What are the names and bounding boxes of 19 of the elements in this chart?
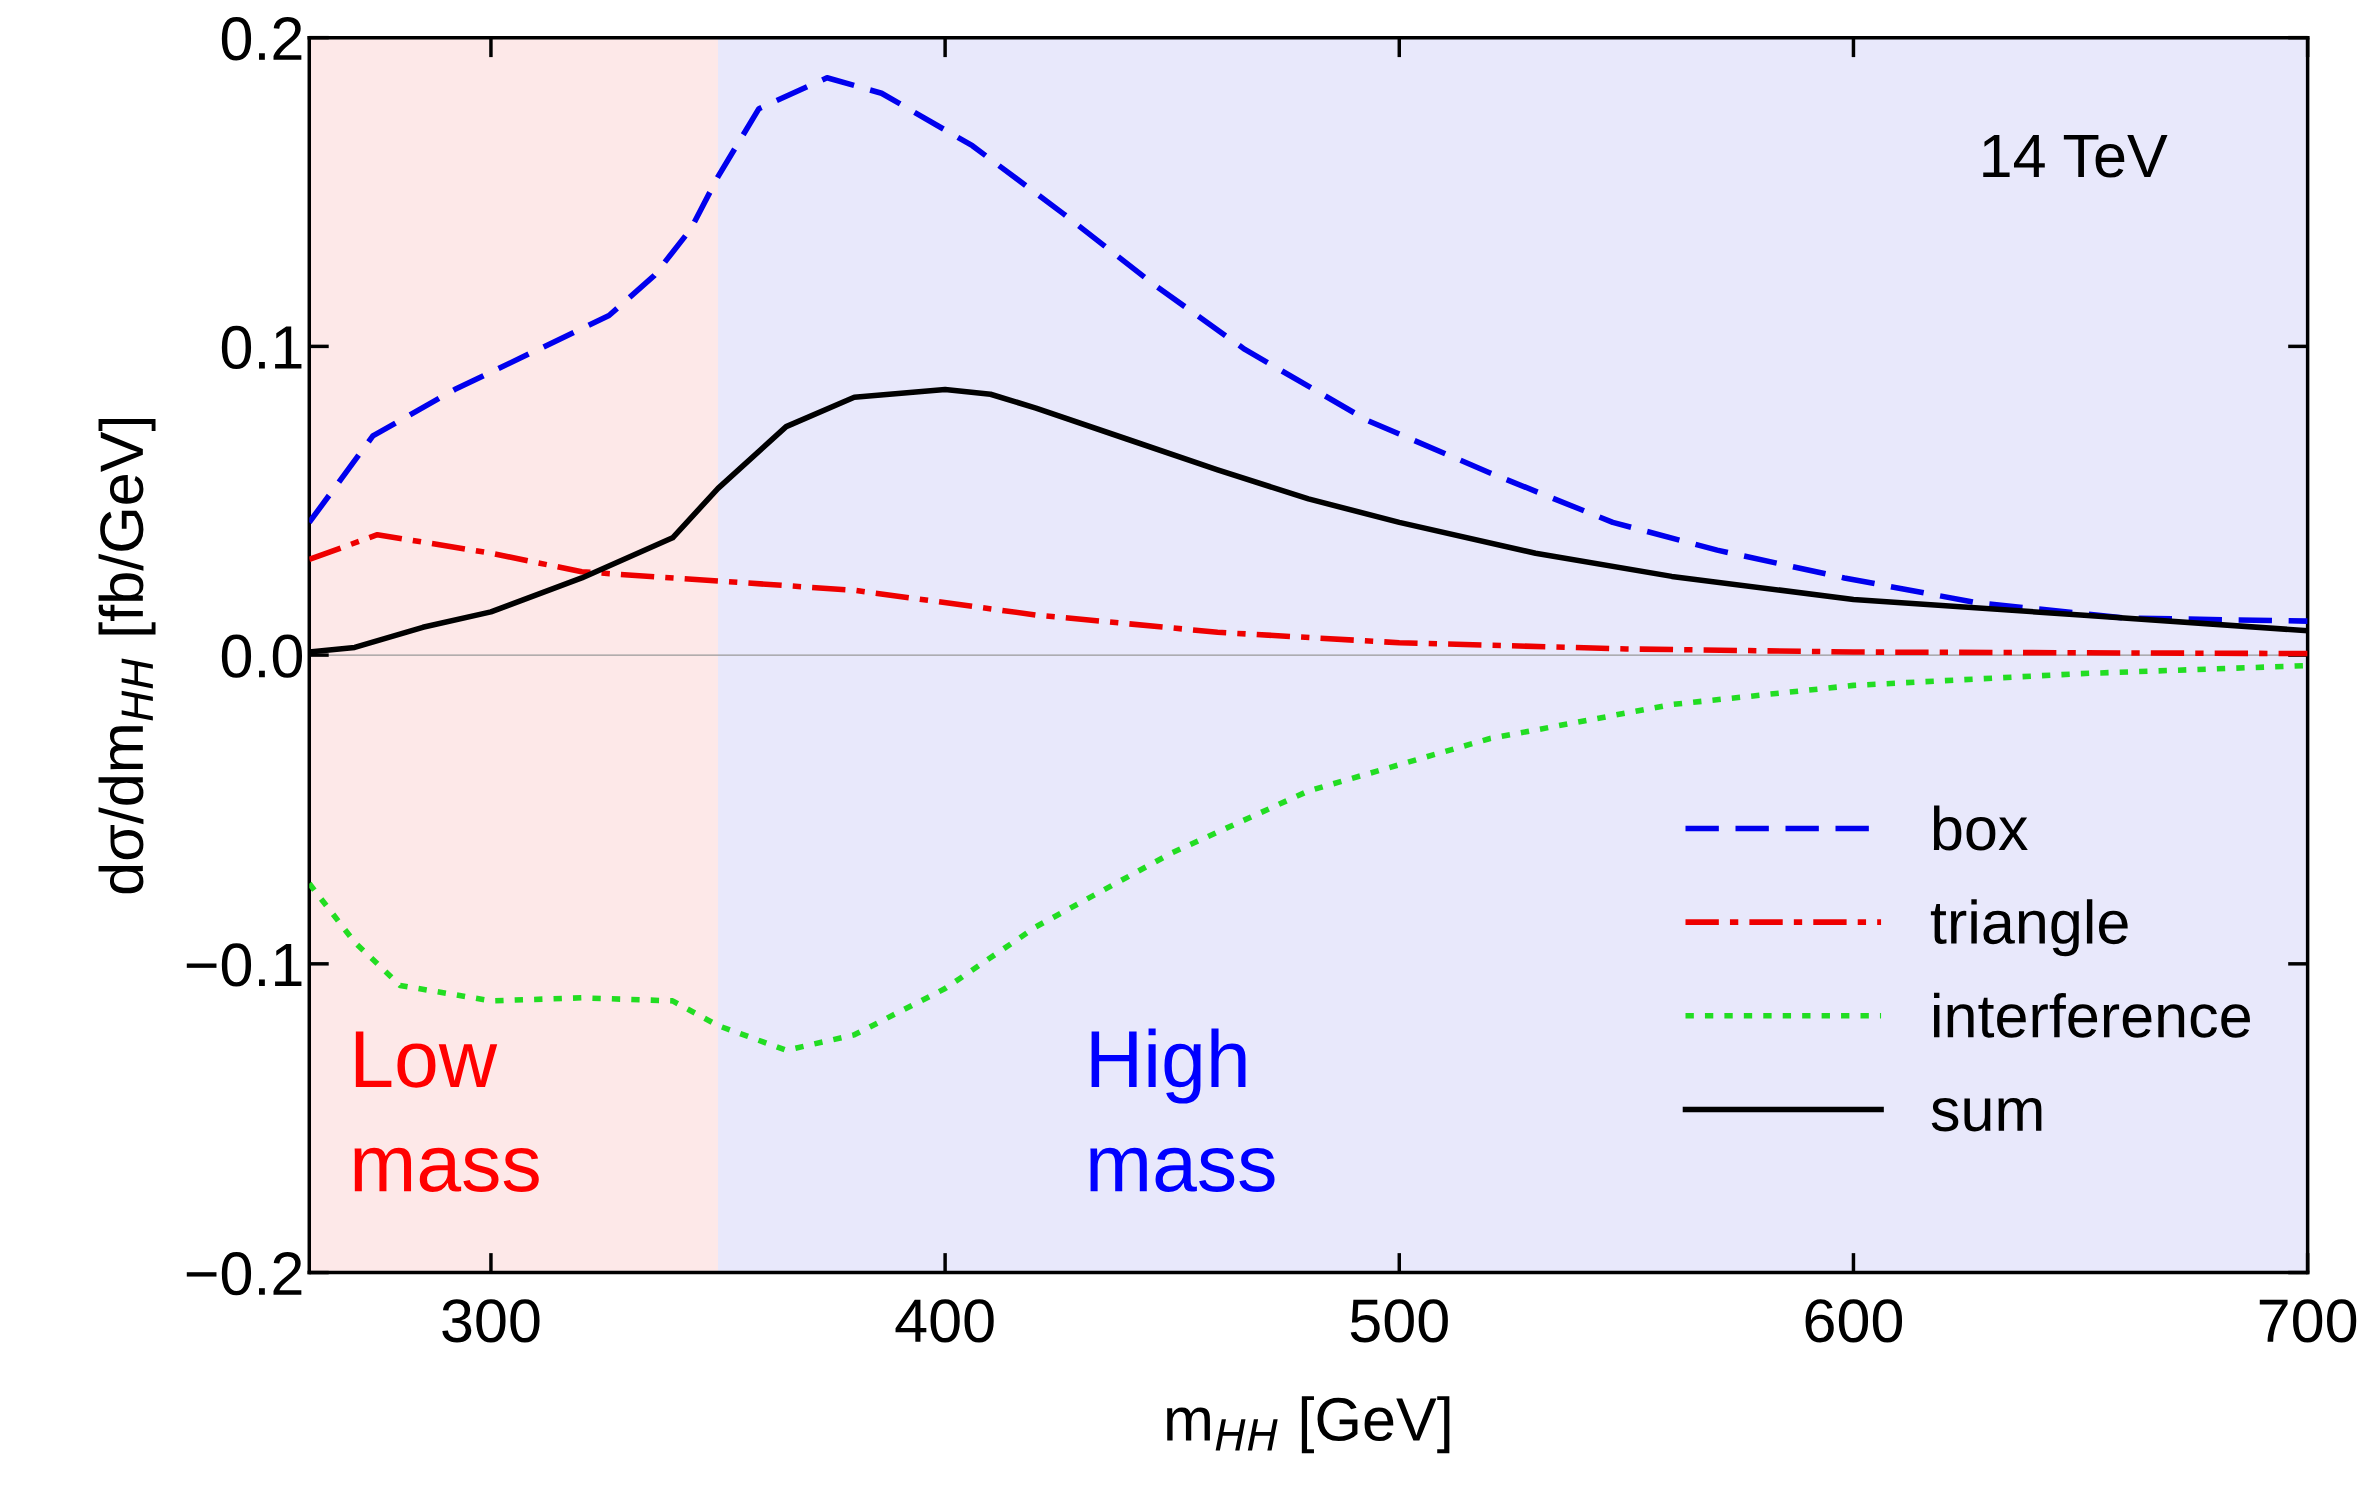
- x-axis-title: m$_{HH}$ [GeV]: [1167, 1396, 1450, 1454]
- legend-label: box: [1933, 805, 2028, 851]
- legend-label: triangle: [1930, 899, 2128, 957]
- x-tick-label: 400: [895, 1299, 994, 1343]
- x-tick-label: 700: [2259, 1299, 2357, 1343]
- x-tick-label: 300: [442, 1299, 540, 1343]
- y-tick-label: −0.1: [186, 943, 302, 987]
- y-tick-label: 0.0: [221, 634, 303, 678]
- y-axis-title: dσ/dm$_{HH}$ [fb/GeV]: [98, 418, 156, 894]
- x-tick-label: 500: [1350, 1299, 1448, 1343]
- y-tick-label: −0.2: [186, 1252, 302, 1296]
- legend-label: interference: [1934, 992, 2250, 1038]
- band-label: High mass: [1090, 1028, 1275, 1192]
- y-tick-label: 0.1: [221, 325, 302, 370]
- x-tick-label: 600: [1805, 1299, 1903, 1343]
- legend-label: sum: [1931, 1097, 2042, 1132]
- y-tick-label: 0.2: [221, 17, 302, 61]
- band-label: Low mass: [354, 1031, 539, 1192]
- annotation: 14 TeV: [1983, 134, 2168, 178]
